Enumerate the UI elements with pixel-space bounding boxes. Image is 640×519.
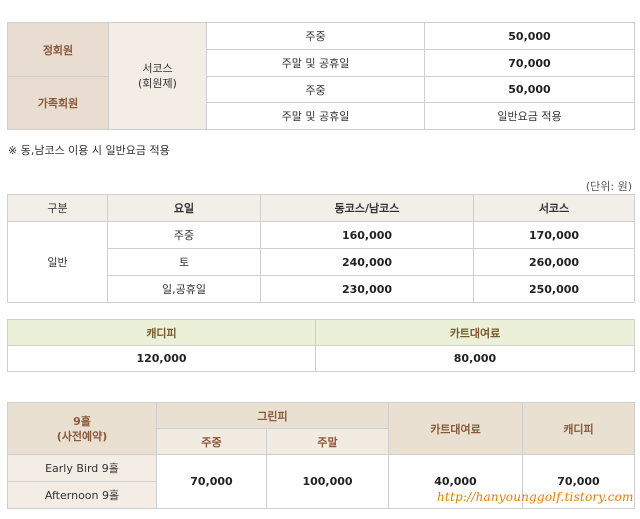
afternoon-label: Afternoon 9홀 <box>7 481 157 509</box>
membership-price: 일반요금 적용 <box>424 102 635 130</box>
nine-hole-title: 9홀 (사전예약) <box>7 402 157 455</box>
regular-member-label: 정회원 <box>7 22 109 77</box>
membership-table: 정회원 서코스 (회원제) 주중 50,000 주말 및 공휴일 70,000 … <box>7 22 635 130</box>
membership-day: 주말 및 공휴일 <box>206 49 425 77</box>
header-west: 서코스 <box>473 194 635 222</box>
nine-hole-cart-price: 40,000 <box>388 454 523 509</box>
course-note: ※ 동,남코스 이용 시 일반요금 적용 <box>8 144 170 157</box>
unit-label: (단위: 원) <box>585 180 632 193</box>
nine-hole-weekend-price: 100,000 <box>266 454 389 509</box>
header-day: 요일 <box>107 194 261 222</box>
caddie-fee-value: 120,000 <box>7 345 316 372</box>
general-east-south-price: 160,000 <box>260 221 474 249</box>
general-west-price: 170,000 <box>473 221 635 249</box>
west-course-member-label: 서코스 (회원제) <box>108 22 207 130</box>
early-bird-label: Early Bird 9홀 <box>7 454 157 482</box>
caddie-fee-header: 캐디피 <box>7 319 316 346</box>
blog-watermark: http://hanyounggolf.tistory.com <box>437 490 634 504</box>
header-category: 구분 <box>7 194 108 222</box>
general-west-price: 260,000 <box>473 248 635 276</box>
nine-hole-cart-header: 카트대여료 <box>388 402 523 455</box>
weekday-header: 주중 <box>156 428 267 455</box>
general-day: 토 <box>107 248 261 276</box>
general-day: 일,공휴일 <box>107 275 261 303</box>
cart-fee-value: 80,000 <box>315 345 635 372</box>
nine-hole-caddie-price: 70,000 <box>522 454 635 509</box>
membership-day: 주말 및 공휴일 <box>206 102 425 130</box>
membership-day: 주중 <box>206 76 425 103</box>
membership-price: 50,000 <box>424 76 635 103</box>
general-category: 일반 <box>7 221 108 303</box>
general-east-south-price: 240,000 <box>260 248 474 276</box>
general-rates-table: 구분 요일 동코스/남코스 서코스 일반 주중 160,000 170,000 … <box>7 194 635 303</box>
nine-hole-weekday-price: 70,000 <box>156 454 267 509</box>
header-east-south: 동코스/남코스 <box>260 194 474 222</box>
membership-day: 주중 <box>206 22 425 50</box>
cart-fee-header: 카트대여료 <box>315 319 635 346</box>
membership-price: 70,000 <box>424 49 635 77</box>
membership-price: 50,000 <box>424 22 635 50</box>
green-fee-header: 그린피 <box>156 402 389 429</box>
general-day: 주중 <box>107 221 261 249</box>
general-east-south-price: 230,000 <box>260 275 474 303</box>
family-member-label: 가족회원 <box>7 76 109 130</box>
nine-hole-caddie-header: 캐디피 <box>522 402 635 455</box>
nine-hole-table: 9홀 (사전예약) 그린피 카트대여료 캐디피 주중 주말 Early Bird… <box>7 402 635 509</box>
weekend-header: 주말 <box>266 428 389 455</box>
fees-table: 캐디피 카트대여료 120,000 80,000 <box>7 319 635 372</box>
general-west-price: 250,000 <box>473 275 635 303</box>
